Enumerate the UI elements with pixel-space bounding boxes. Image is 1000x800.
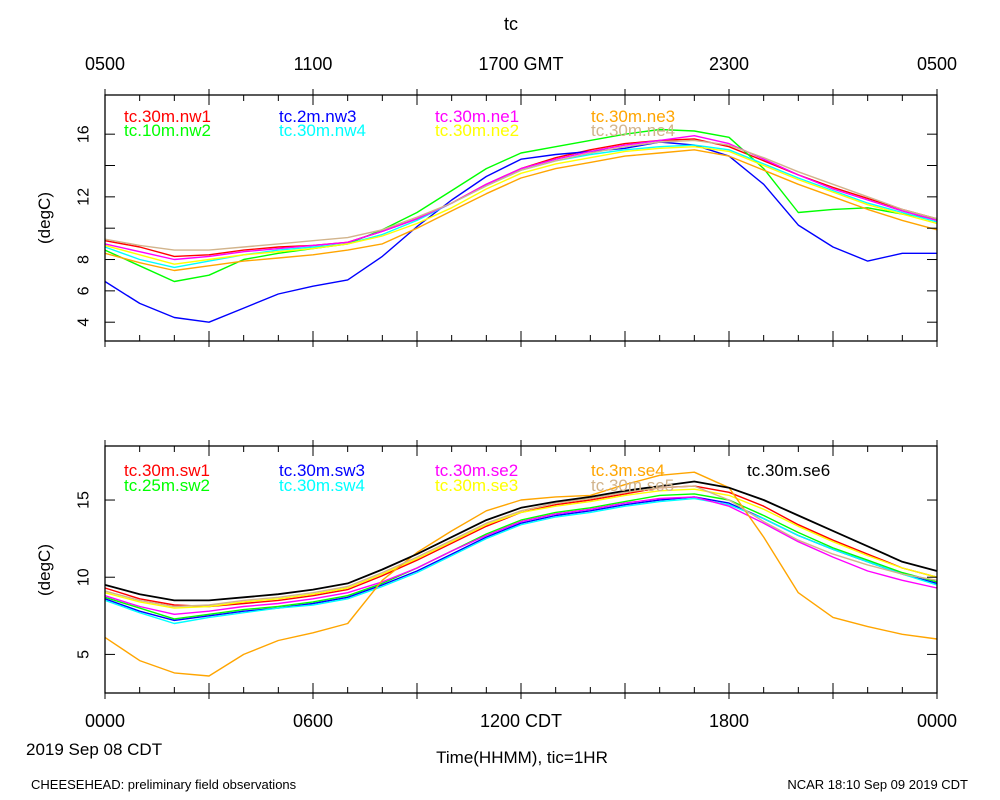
- series-line-tc-30m-se2: [104, 496, 938, 615]
- top-plot-title: tc: [504, 14, 518, 34]
- top-x-tick-label: 0500: [85, 54, 125, 74]
- legend-entry-tc-10m-nw2: tc.10m.nw2: [124, 121, 211, 140]
- legend-entry-tc-30m-sw4: tc.30m.sw4: [279, 476, 365, 495]
- series-line-tc-30m-ne4: [104, 139, 938, 251]
- top-x-tick-label: 1700 GMT: [478, 54, 563, 74]
- bottom-plot-axes: 5 10 15 0000 0600 1200 CDT 1800 0000: [76, 440, 957, 731]
- y-tick-label: 6: [76, 286, 93, 295]
- legend-entry-tc-30m-ne1: tc.30m.ne1: [435, 107, 519, 126]
- legend-entry-tc-3m-se4: tc.3m.se4: [591, 461, 665, 480]
- series-line-tc-10m-nw2: [104, 128, 938, 283]
- series-line-tc-3m-se4: [104, 471, 938, 677]
- top-x-tick-label: 0500: [917, 54, 957, 74]
- top-plot-axes: 4 6 8 12 16 0500 1100 1700 GMT 2300 0500: [76, 54, 957, 347]
- legend-entry-tc-30m-se3: tc.30m.se3: [435, 476, 518, 495]
- series-line-tc-30m-ne2: [104, 145, 938, 265]
- plot-frame: [104, 445, 938, 694]
- legend-entry-tc-30m-ne3: tc.30m.ne3: [591, 107, 675, 126]
- y-tick-label: 8: [76, 255, 93, 264]
- y-tick-label: 16: [76, 125, 93, 143]
- footer-left: CHEESEHEAD: preliminary field observatio…: [31, 777, 297, 792]
- legend-entry-tc-30m-ne4: tc.30m.ne4: [591, 121, 675, 140]
- top-plot-ylabel: (degC): [35, 192, 54, 244]
- bottom-x-tick-label: 0000: [85, 711, 125, 731]
- series-line-tc-30m-ne3: [104, 149, 938, 272]
- y-tick-label: 15: [76, 491, 93, 509]
- series-line-tc-30m-sw4: [104, 497, 938, 625]
- series-line-tc-2m-nw3: [104, 141, 937, 323]
- legend-entry-tc-30m-se2: tc.30m.se2: [435, 461, 518, 480]
- footer-right: NCAR 18:10 Sep 09 2019 CDT: [787, 777, 968, 792]
- legend-entry-tc-30m-ne2: tc.30m.ne2: [435, 121, 519, 140]
- bottom-x-tick-label: 0000: [917, 711, 957, 731]
- top-x-tick-label: 2300: [709, 54, 749, 74]
- bottom-x-tick-label: 1200 CDT: [480, 711, 562, 731]
- legend-entry-tc-30m-sw1: tc.30m.sw1: [124, 461, 210, 480]
- bottom-plot: (degC) 5 10 15 0000 0600 1200 CDT 1800 0000 tc.…: [26, 440, 957, 767]
- series-line-tc-30m-se3: [104, 488, 938, 609]
- top-plot-lines: [104, 128, 938, 323]
- legend-entry-tc-25m-sw2: tc.25m.sw2: [124, 476, 210, 495]
- y-tick-label: 4: [76, 318, 93, 327]
- plot-frame: [104, 94, 938, 342]
- legend-entry-tc-30m-se5: tc.30m.se5: [591, 476, 674, 495]
- bottom-x-tick-label: 1800: [709, 711, 749, 731]
- legend-entry-tc-2m-nw3: tc.2m.nw3: [279, 107, 356, 126]
- legend-entry-tc-30m-se6: tc.30m.se6: [747, 461, 830, 480]
- series-line-tc-30m-nw1: [104, 138, 938, 258]
- legend-entry-tc-30m-sw3: tc.30m.sw3: [279, 461, 365, 480]
- bottom-plot-lines: [104, 471, 938, 677]
- top-plot: tc (degC) 4 6 8 12 16 0500 1100 1700 GMT 2300 050…: [35, 14, 957, 347]
- legend-entry-tc-30m-nw4: tc.30m.nw4: [279, 121, 366, 140]
- date-label: 2019 Sep 08 CDT: [26, 740, 162, 759]
- series-line-tc-30m-se5: [104, 485, 938, 608]
- x-axis-label: Time(HHMM), tic=1HR: [436, 748, 608, 767]
- legend-entry-tc-30m-nw1: tc.30m.nw1: [124, 107, 211, 126]
- y-tick-label: 5: [76, 650, 93, 659]
- series-line-tc-30m-ne1: [104, 134, 938, 261]
- series-line-tc-30m-se6: [104, 480, 938, 602]
- series-line-tc-30m-nw4: [104, 144, 938, 269]
- y-tick-label: 10: [76, 568, 93, 586]
- bottom-x-tick-label: 0600: [293, 711, 333, 731]
- top-x-tick-label: 1100: [294, 54, 333, 74]
- y-tick-label: 12: [76, 188, 93, 206]
- bottom-plot-ylabel: (degC): [35, 544, 54, 596]
- series-line-tc-25m-sw2: [104, 493, 938, 620]
